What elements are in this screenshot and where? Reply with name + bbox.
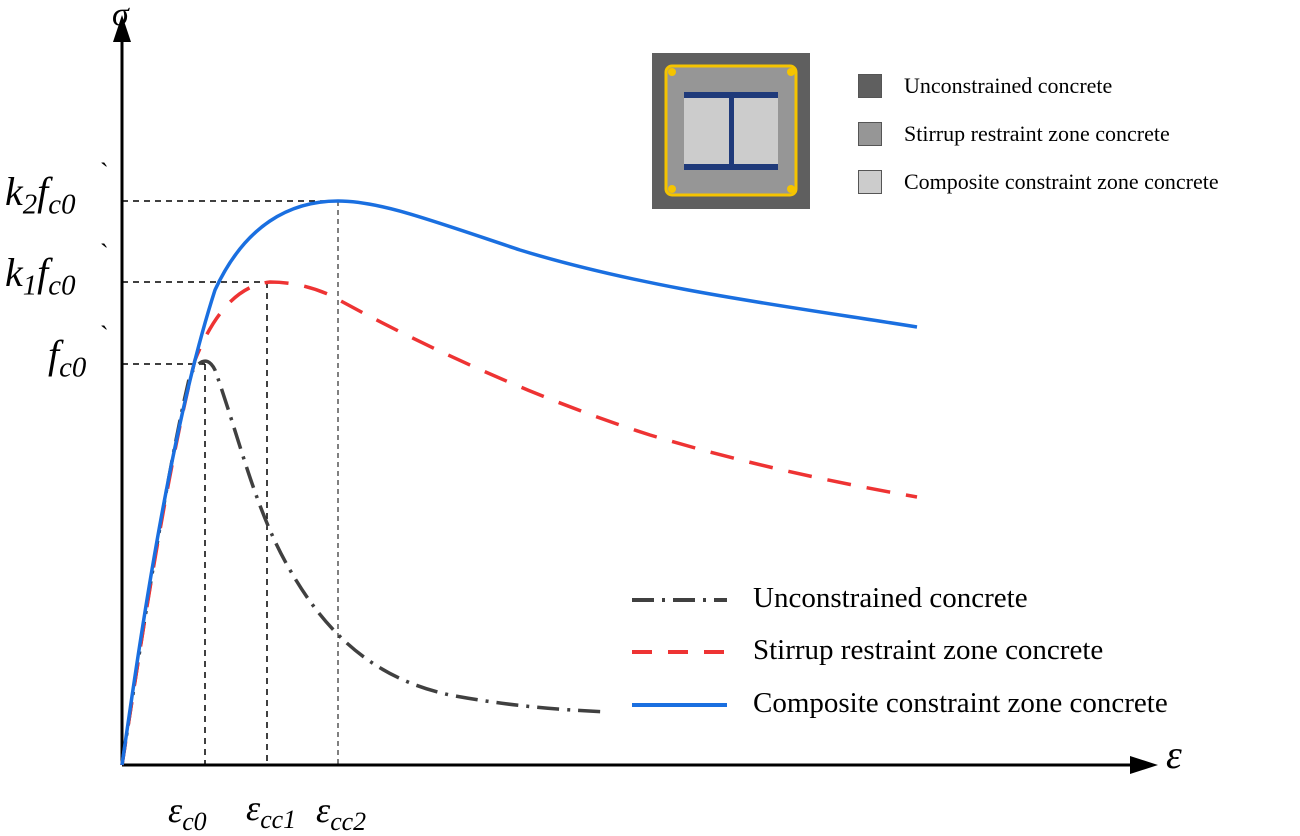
swatch-icon [858,170,882,194]
steel-flange-top [684,92,778,98]
curve-unconstrained [120,359,608,766]
y-axis-arrow-icon [113,15,131,42]
curve-composite [120,199,918,766]
y-axis-label: σ [112,0,129,33]
y-tick-fc0: fc0 [48,332,87,384]
cross-section-inset [652,53,810,209]
x-axis-arrow-icon [1130,756,1158,774]
section-legend-stirrup: Stirrup restraint zone concrete [858,121,1170,147]
y-tick-k2fc0: k2fc0 [5,169,76,221]
y-tick-k1fc0: k1fc0 [5,250,76,302]
x-tick-ecc1: εcc1 [246,788,297,834]
x-tick-ec0: εc0 [168,790,207,836]
x-tick-ecc2: εcc2 [316,790,367,836]
section-legend-unconstrained: Unconstrained concrete [858,73,1112,99]
swatch-icon [858,74,882,98]
reference-lines [122,200,338,765]
x-axis-label: ε [1166,732,1182,777]
steel-web [729,96,734,166]
swatch-icon [858,122,882,146]
steel-flange-bottom [684,164,778,170]
legend-label-stirrup: Stirrup restraint zone concrete [753,634,1104,666]
legend-label-composite: Composite constraint zone concrete [753,687,1168,719]
legend-label-unconstrained: Unconstrained concrete [753,582,1028,614]
section-legend-composite: Composite constraint zone concrete [858,169,1219,195]
